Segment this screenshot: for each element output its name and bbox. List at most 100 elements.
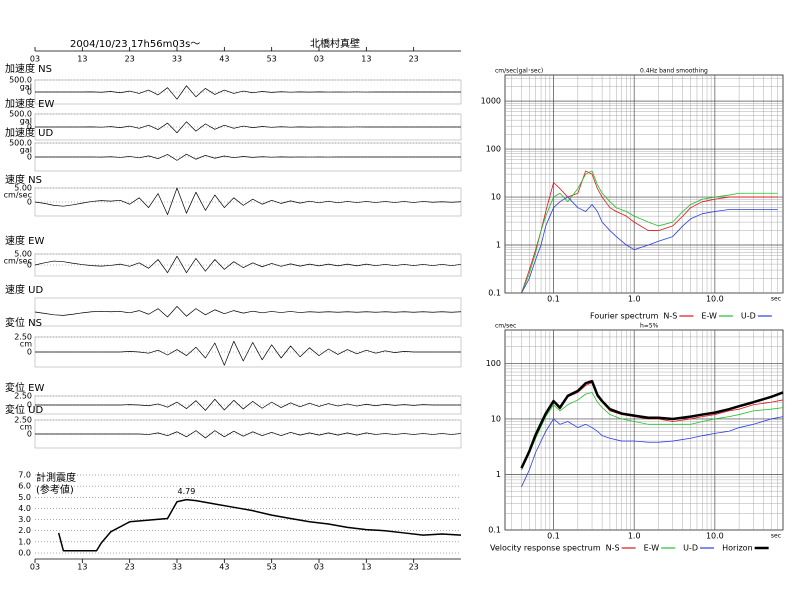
y-tick-label: 0 [27,88,32,97]
waveform [34,187,462,215]
legend-title: Velocity response spectrum [490,544,601,553]
panel-title: 変位 UD [5,403,43,416]
x-tick-label: 23 [409,55,419,64]
data-line [521,196,778,294]
y-tick-label: 2.50 [14,333,32,342]
y-tick-label: 500.0 [9,76,32,85]
note: 0.4Hz band smoothing [640,68,708,75]
data-line [520,379,784,469]
legend-label: N-S [663,312,677,321]
panel-title: 速度 UD [5,283,43,296]
panel-title: 変位 NS [5,316,42,329]
y-tick-label: 0 [27,261,32,270]
x-tick-label: 03 [314,563,324,572]
unit-label: gal [20,83,32,92]
y-tick-label: 2.0 [18,526,31,535]
waveform [34,255,462,274]
y-tick-label: 500.0 [9,139,32,148]
waveform [35,430,462,439]
waveform [35,121,461,134]
y-tick-label: 0 [27,198,32,207]
units-label: cm/sec [495,323,516,330]
x-tick-label: 33 [172,55,182,64]
waveform [35,85,461,100]
y-tick-label: 5.0 [18,493,31,502]
legend-title: Fourier spectrum [590,312,659,321]
y-tick-label: 0.0 [18,549,31,558]
y-tick-label: 10 [491,414,501,423]
x-tick-label: 13 [77,55,87,64]
x-unit-label: sec [771,533,781,540]
data-line [57,498,462,552]
x-tick-label: 23 [409,563,419,572]
x-tick-label: 13 [361,563,371,572]
panel-title: 加速度 UD [5,126,53,139]
y-tick-label: 10 [491,193,501,202]
y-tick-label: 500.0 [9,110,32,119]
y-tick-label: 0 [27,153,32,162]
chart-title: 計測震度 [36,471,76,484]
x-tick-label: 0.1 [547,532,560,541]
station-name: 北橋村真壁 [310,37,360,50]
x-unit-label: sec [771,296,781,303]
annotation: 4.79 [178,487,196,496]
legend-label: N-S [606,544,620,553]
waveform [35,153,461,161]
x-tick-label: 1.0 [628,532,641,541]
panel-title: 加速度 EW [5,97,54,110]
x-tick-label: 0.1 [547,295,560,304]
x-tick-label: 03 [314,55,324,64]
y-tick-label: 7.0 [18,471,31,480]
x-tick-label: 03 [30,55,40,64]
legend-label: U-D [683,544,698,553]
x-tick-label: 33 [172,563,182,572]
unit-label: cm/sec [4,191,32,200]
x-tick-label: 10.0 [706,532,724,541]
x-tick-label: 43 [219,563,229,572]
y-tick-label: 4.0 [18,504,31,513]
x-tick-label: 43 [219,55,229,64]
y-tick-label: 0.1 [488,526,501,535]
y-tick-label: 0 [27,401,32,410]
y-tick-label: 100 [486,145,501,154]
legend-label: U-D [741,312,756,321]
panel-title: 速度 NS [5,173,42,186]
x-tick-label: 13 [361,55,371,64]
data-line [521,392,784,471]
chart-subtitle: (参考値) [36,483,74,496]
waveform [34,306,462,318]
data-line [521,416,784,487]
y-tick-label: 5.00 [14,184,32,193]
y-tick-label: 1.0 [18,537,31,546]
unit-label: cm [20,340,32,349]
note: h=5% [640,323,659,330]
unit-label: cm/sec [4,257,32,266]
unit-label: gal [20,117,32,126]
y-tick-label: 2.50 [14,416,32,425]
y-tick-label: 1 [496,470,501,479]
y-tick-label: 100 [486,359,501,368]
unit-label: cm [20,423,32,432]
x-tick-label: 10.0 [706,295,724,304]
y-tick-label: 1 [496,241,501,250]
x-tick-label: 23 [125,55,135,64]
y-tick-label: 0.1 [488,289,501,298]
data-line [521,170,778,294]
y-tick-label: 0 [27,430,32,439]
units-label: cm/sec(gal･sec) [495,68,543,75]
x-tick-label: 03 [30,563,40,572]
y-tick-label: 0 [27,348,32,357]
x-tick-label: 1.0 [628,295,641,304]
y-tick-label: 0 [27,123,32,132]
panel-title: 加速度 NS [5,62,52,75]
x-tick-label: 53 [267,563,277,572]
x-tick-label: 13 [77,563,87,572]
x-tick-label: 23 [125,563,135,572]
panel-title: 変位 EW [5,381,44,394]
legend-label: E-W [644,544,660,553]
unit-label: gal [20,146,32,155]
y-tick-label: 2.50 [14,392,32,401]
y-tick-label: 3.0 [18,515,31,524]
waveform [35,398,461,411]
